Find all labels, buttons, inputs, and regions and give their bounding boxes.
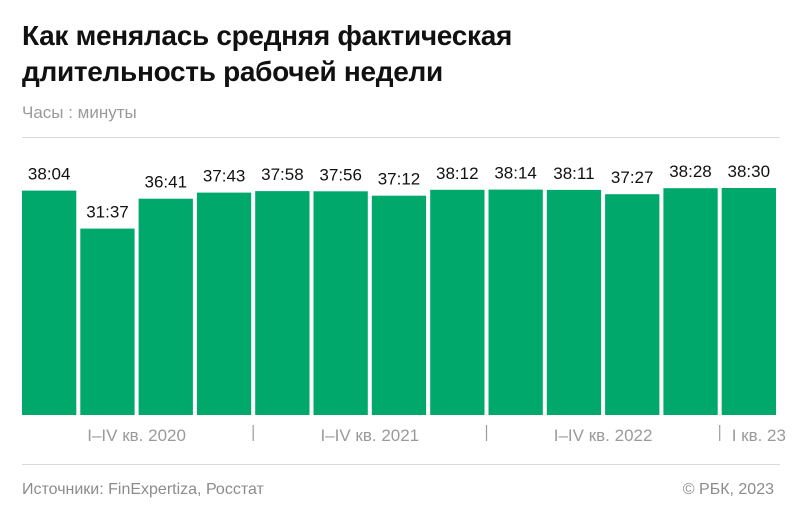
chart-title-line-2: длительность рабочей недели — [22, 56, 443, 87]
bottom-divider — [22, 464, 780, 465]
group-label-1: I–IV кв. 2020 — [87, 426, 186, 445]
value-label-12: 38:28 — [669, 162, 712, 181]
value-label-11: 37:27 — [611, 168, 654, 187]
bar-1 — [22, 190, 77, 415]
bar-7 — [371, 195, 427, 415]
bar-8 — [430, 189, 485, 415]
bar-3 — [138, 198, 193, 415]
group-label-2: I–IV кв. 2021 — [320, 426, 419, 445]
chart-title: Как менялась средняя фактическая длитель… — [22, 18, 782, 90]
value-label-9: 38:14 — [494, 164, 537, 183]
bar-4 — [196, 192, 252, 415]
bar-12 — [663, 188, 718, 415]
bar-9 — [488, 189, 543, 415]
value-label-13: 38:30 — [728, 162, 771, 181]
bar-5 — [255, 191, 310, 415]
value-label-6: 37:56 — [319, 165, 362, 184]
bar-10 — [546, 189, 602, 415]
copyright-note: © РБК, 2023 — [682, 481, 774, 498]
value-label-4: 37:43 — [203, 167, 246, 186]
chart-title-line-1: Как менялась средняя фактическая — [22, 20, 513, 51]
value-label-7: 37:12 — [378, 170, 421, 189]
units-label: Часы : минуты — [22, 103, 137, 122]
group-label-3: I–IV кв. 2022 — [554, 426, 653, 445]
bar-2 — [80, 228, 135, 415]
value-label-5: 37:58 — [261, 165, 304, 184]
bar-6 — [313, 191, 368, 415]
bar-13 — [721, 188, 776, 415]
value-label-1: 38:04 — [28, 165, 71, 184]
group-label-4: I кв. 23 — [732, 426, 786, 445]
top-divider — [22, 137, 780, 138]
value-label-10: 38:11 — [553, 164, 594, 183]
value-label-2: 31:37 — [86, 203, 129, 222]
value-label-8: 38:12 — [436, 164, 479, 183]
bar-chart: 38:04 31:37 36:41 37:43 37:58 37:56 37:12 38:12… — [22, 162, 786, 445]
value-label-3: 36:41 — [145, 173, 188, 192]
sources-note: Источники: FinExpertiza, Росстат — [22, 481, 264, 498]
bar-11 — [605, 194, 660, 415]
